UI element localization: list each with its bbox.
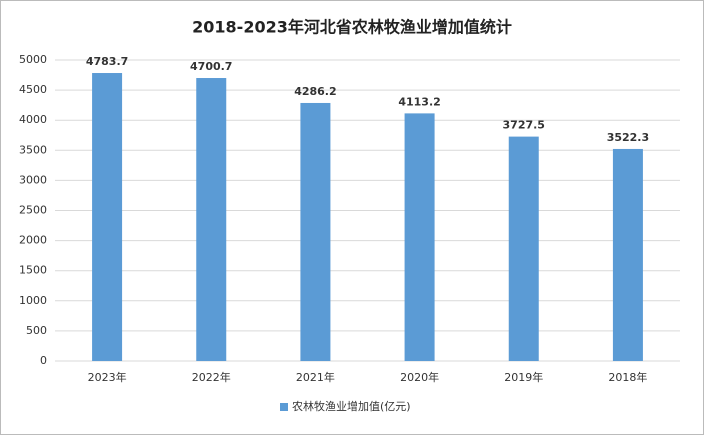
x-tick-label: 2018年	[608, 370, 647, 384]
y-tick-label: 4500	[19, 83, 47, 96]
value-label: 4783.7	[86, 55, 128, 68]
y-tick-label: 3000	[19, 173, 47, 186]
y-tick-label: 2000	[19, 234, 47, 247]
bar	[612, 148, 643, 361]
bar	[508, 136, 539, 361]
y-tick-label: 5000	[19, 53, 47, 66]
y-tick-label: 3500	[19, 143, 47, 156]
value-label: 3727.5	[503, 119, 545, 132]
bar	[92, 73, 123, 361]
legend-swatch	[280, 403, 288, 411]
y-tick-label: 4000	[19, 113, 47, 126]
legend-label: 农林牧渔业增加值(亿元)	[292, 399, 411, 413]
y-tick-label: 2500	[19, 204, 47, 217]
y-tick-label: 500	[26, 324, 47, 337]
y-tick-label: 1500	[19, 264, 47, 277]
bar	[196, 78, 227, 362]
x-tick-label: 2021年	[296, 370, 335, 384]
x-tick-label: 2022年	[192, 370, 231, 384]
y-tick-label: 0	[40, 354, 47, 367]
chart-title: 2018-2023年河北省农林牧渔业增加值统计	[192, 18, 512, 37]
bar	[300, 102, 331, 361]
value-label: 4113.2	[398, 95, 440, 108]
value-label: 3522.3	[607, 131, 649, 144]
x-tick-label: 2020年	[400, 370, 439, 384]
value-label: 4700.7	[190, 60, 232, 73]
x-tick-label: 2019年	[504, 370, 543, 384]
y-tick-label: 1000	[19, 294, 47, 307]
value-label: 4286.2	[294, 85, 336, 98]
x-tick-label: 2023年	[88, 370, 127, 384]
bar	[404, 113, 435, 361]
